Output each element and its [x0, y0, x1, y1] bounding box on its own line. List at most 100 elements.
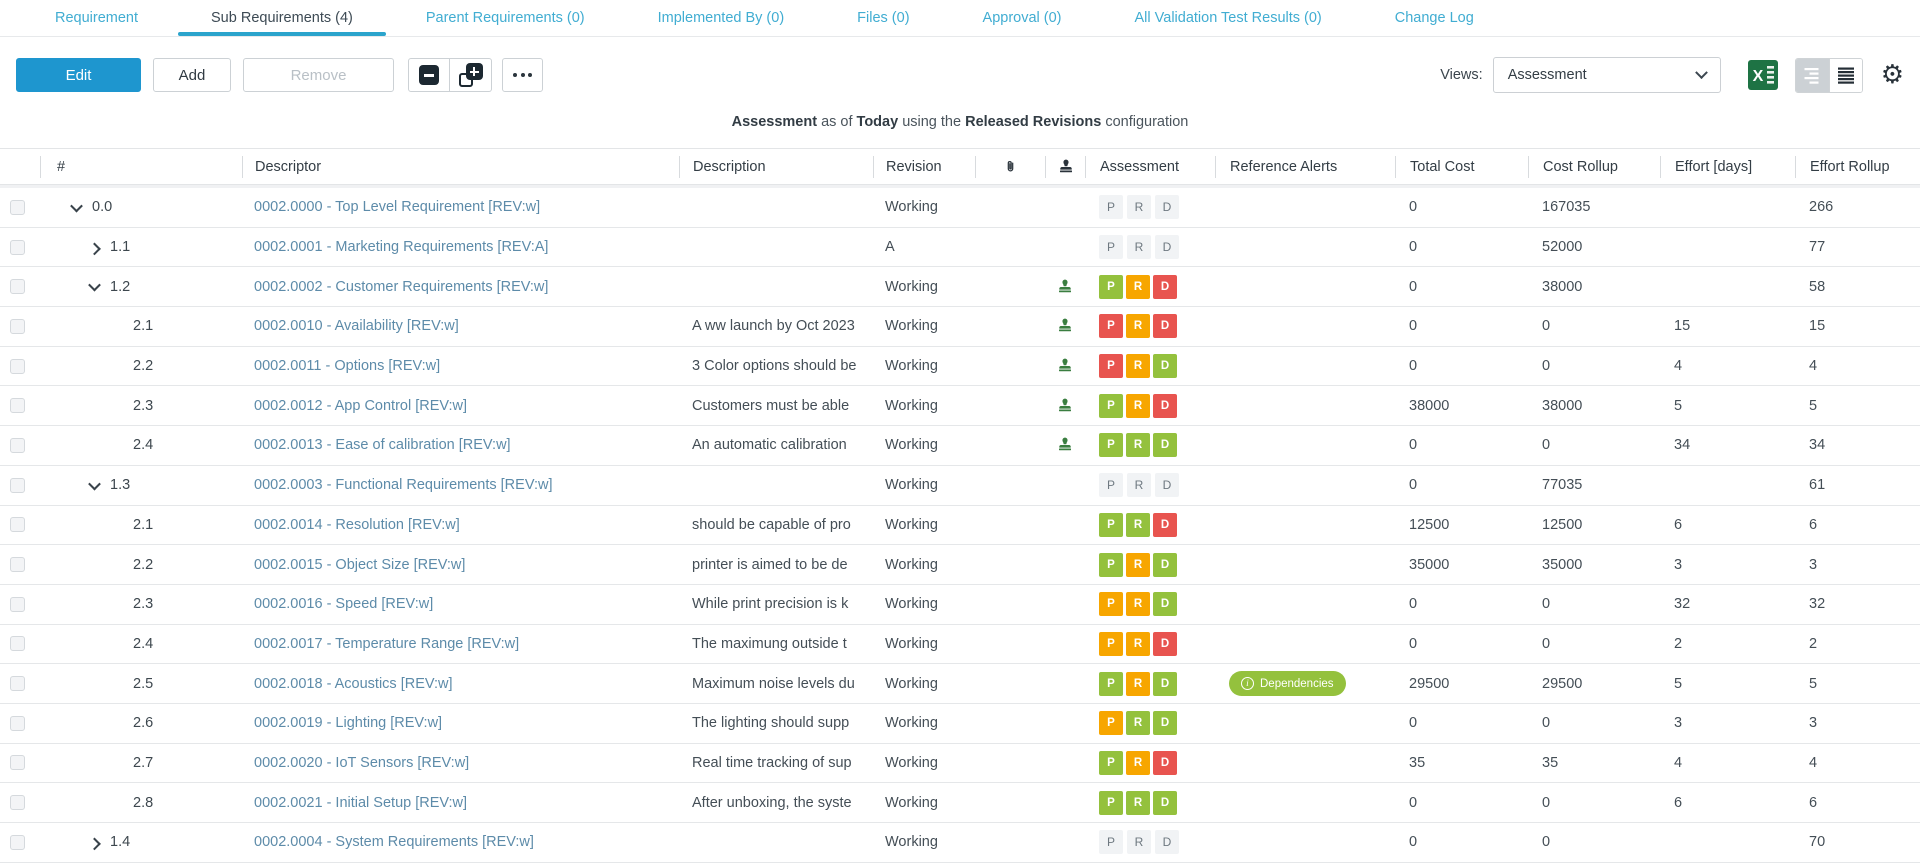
stamp-icon: [1056, 278, 1074, 296]
tab-requirement[interactable]: Requirement: [55, 10, 139, 26]
table-row[interactable]: 2.3 0002.0016 - Speed [REV:w] While print …: [0, 585, 1920, 625]
cost-rollup-cell-value: 29500: [1542, 675, 1583, 692]
descriptor-link[interactable]: 0002.0003 - Functional Requirements [REV…: [254, 477, 553, 494]
cost-rollup-cell-value: 0: [1542, 635, 1551, 652]
descriptor-link[interactable]: 0002.0019 - Lighting [REV:w]: [254, 715, 443, 732]
cost-rollup-cell-value: 0: [1542, 834, 1551, 851]
row-checkbox[interactable]: [10, 517, 25, 533]
cost-rollup-cell: 0: [1528, 823, 1660, 862]
descriptor-link[interactable]: 0002.0014 - Resolution [REV:w]: [254, 516, 460, 533]
table-row[interactable]: 2.1 0002.0014 - Resolution [REV:w] should …: [0, 506, 1920, 546]
table-row[interactable]: 1.4 0002.0004 - System Requirements [REV:…: [0, 823, 1920, 863]
remove-button[interactable]: Remove: [243, 58, 394, 92]
expand-all-button[interactable]: [450, 58, 492, 92]
add-button[interactable]: Add: [153, 58, 231, 92]
tab-parent-requirements[interactable]: Parent Requirements (0): [425, 10, 585, 26]
revision-text: A: [885, 239, 895, 256]
row-checkbox[interactable]: [10, 596, 25, 612]
tab-approval[interactable]: Approval (0): [982, 10, 1062, 26]
descriptor-link[interactable]: 0002.0017 - Temperature Range [REV:w]: [254, 635, 520, 652]
more-options-button[interactable]: [502, 58, 543, 92]
table-row[interactable]: 0.0 0002.0000 - Top Level Requirement [RE…: [0, 188, 1920, 228]
column-header-num: #: [40, 155, 242, 178]
row-checkbox[interactable]: [10, 279, 25, 295]
descriptor-link[interactable]: 0002.0010 - Availability [REV:w]: [254, 318, 459, 335]
effort-cell-value: 3: [1674, 556, 1683, 573]
tab-implemented-by[interactable]: Implemented By (0): [657, 10, 785, 26]
table-row[interactable]: 1.2 0002.0002 - Customer Requirements [RE…: [0, 267, 1920, 308]
total-cost-cell-value: 0: [1409, 239, 1418, 256]
effort-rollup-cell-value: 32: [1809, 596, 1826, 613]
cost-rollup-cell: 29500: [1528, 664, 1660, 703]
list-view-button[interactable]: [1828, 58, 1862, 92]
chevron-down-icon[interactable]: [88, 477, 101, 491]
descriptor-link[interactable]: 0002.0004 - System Requirements [REV:w]: [254, 834, 534, 851]
gear-icon[interactable]: ⚙: [1880, 60, 1904, 90]
descriptor-link[interactable]: 0002.0001 - Marketing Requirements [REV:…: [254, 239, 549, 256]
descriptor-link[interactable]: 0002.0015 - Object Size [REV:w]: [254, 556, 466, 573]
row-checkbox[interactable]: [10, 795, 25, 811]
chevron-down-icon[interactable]: [88, 278, 101, 292]
table-row[interactable]: 2.1 0002.0010 - Availability [REV:w] A ww …: [0, 307, 1920, 347]
row-checkbox[interactable]: [10, 755, 25, 771]
tab-change-log[interactable]: Change Log: [1394, 10, 1474, 26]
views-dropdown[interactable]: Assessment: [1492, 57, 1721, 93]
hierarchy-number-cell: 2.3: [40, 585, 242, 624]
row-checkbox[interactable]: [10, 834, 25, 850]
table-row[interactable]: 1.3 0002.0003 - Functional Requirements […: [0, 466, 1920, 506]
dependencies-alert-badge[interactable]: i Dependencies: [1229, 671, 1346, 697]
revision-text: Working: [885, 278, 938, 295]
table-row[interactable]: 1.1 0002.0001 - Marketing Requirements [R…: [0, 228, 1920, 268]
assessment-chip-r: R: [1127, 473, 1151, 498]
chevron-right-icon[interactable]: [88, 837, 101, 851]
row-checkbox[interactable]: [10, 239, 25, 255]
chevron-right-icon[interactable]: [88, 242, 101, 255]
total-cost-cell: 35000: [1395, 545, 1528, 584]
table-row[interactable]: 2.6 0002.0019 - Lighting [REV:w] The light…: [0, 704, 1920, 744]
descriptor-link[interactable]: 0002.0000 - Top Level Requirement [REV:w…: [254, 199, 541, 216]
descriptor-link[interactable]: 0002.0011 - Options [REV:w]: [254, 358, 441, 375]
effort-rollup-cell: 77: [1795, 228, 1920, 267]
cost-rollup-cell-value: 52000: [1542, 239, 1583, 256]
collapse-all-button[interactable]: [408, 58, 450, 92]
descriptor-link[interactable]: 0002.0018 - Acoustics [REV:w]: [254, 675, 453, 692]
table-row[interactable]: 2.3 0002.0012 - App Control [REV:w] Custom…: [0, 386, 1920, 427]
table-row[interactable]: 2.7 0002.0020 - IoT Sensors [REV:w] Real t…: [0, 744, 1920, 784]
table-row[interactable]: 2.2 0002.0015 - Object Size [REV:w] printe…: [0, 545, 1920, 585]
summary-view-button[interactable]: [1795, 58, 1829, 92]
row-checkbox[interactable]: [10, 358, 25, 374]
descriptor-link[interactable]: 0002.0012 - App Control [REV:w]: [254, 397, 468, 414]
effort-cell: 5: [1660, 664, 1795, 703]
row-checkbox[interactable]: [10, 398, 25, 414]
cost-rollup-cell-value: 38000: [1542, 397, 1583, 414]
chevron-down-icon[interactable]: [70, 199, 83, 213]
row-checkbox[interactable]: [10, 636, 25, 652]
descriptor-link[interactable]: 0002.0020 - IoT Sensors [REV:w]: [254, 754, 470, 771]
descriptor-link[interactable]: 0002.0002 - Customer Requirements [REV:w…: [254, 278, 549, 295]
descriptor-link[interactable]: 0002.0021 - Initial Setup [REV:w]: [254, 794, 468, 811]
table-row[interactable]: 2.2 0002.0011 - Options [REV:w] 3 Color op…: [0, 347, 1920, 387]
row-checkbox[interactable]: [10, 437, 25, 453]
table-row[interactable]: 2.8 0002.0021 - Initial Setup [REV:w] Afte…: [0, 783, 1920, 823]
edit-button[interactable]: Edit: [16, 58, 141, 92]
excel-export-button[interactable]: X: [1747, 59, 1779, 91]
assessment-chip-p: P: [1099, 631, 1123, 656]
row-checkbox[interactable]: [10, 715, 25, 731]
tab-sub-requirements[interactable]: Sub Requirements (4): [178, 0, 386, 36]
table-row[interactable]: 2.4 0002.0013 - Ease of calibration [REV:…: [0, 426, 1920, 466]
row-checkbox[interactable]: [10, 477, 25, 493]
descriptor-cell: 0002.0001 - Marketing Requirements [REV:…: [242, 228, 679, 267]
table-row[interactable]: 2.5 0002.0018 - Acoustics [REV:w] Maximum …: [0, 664, 1920, 704]
descriptor-link[interactable]: 0002.0013 - Ease of calibration [REV:w]: [254, 437, 511, 454]
row-checkbox[interactable]: [10, 676, 25, 692]
tab-all-validation-test-results[interactable]: All Validation Test Results (0): [1134, 10, 1322, 26]
effort-cell-value: 5: [1674, 675, 1683, 692]
effort-rollup-cell-value: 3: [1809, 715, 1818, 732]
tab-files[interactable]: Files (0): [857, 10, 910, 26]
descriptor-link[interactable]: 0002.0016 - Speed [REV:w]: [254, 596, 434, 613]
row-checkbox[interactable]: [10, 199, 25, 215]
row-checkbox[interactable]: [10, 318, 25, 334]
table-row[interactable]: 2.4 0002.0017 - Temperature Range [REV:w]…: [0, 625, 1920, 665]
row-checkbox[interactable]: [10, 557, 25, 573]
